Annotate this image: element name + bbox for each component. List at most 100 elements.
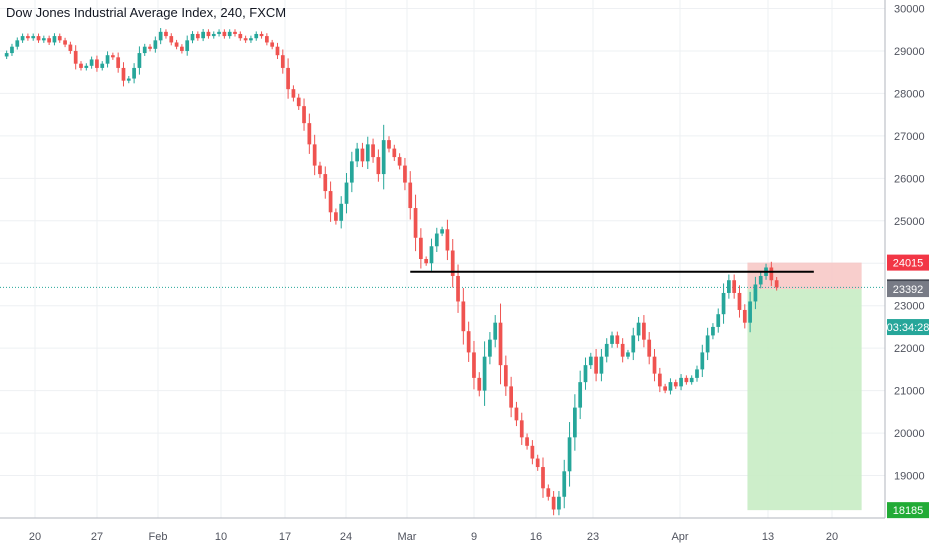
candle-body — [249, 38, 253, 41]
candle-body — [419, 237, 423, 259]
candle-body — [89, 59, 94, 66]
candle-body — [116, 57, 121, 68]
candle-body — [339, 203, 344, 221]
candle-body — [142, 46, 147, 54]
candle-body — [270, 42, 275, 47]
candle-body — [493, 322, 498, 340]
candle-body — [180, 46, 184, 51]
candle-body — [482, 356, 487, 391]
candle-body — [4, 53, 9, 57]
candle-body — [588, 356, 593, 366]
candle-body — [222, 31, 227, 37]
candle-body — [185, 40, 190, 51]
candle-body — [387, 140, 391, 149]
candle-body — [652, 356, 657, 374]
candle-body — [132, 67, 136, 79]
candle-body — [774, 280, 779, 288]
candle-body — [509, 386, 513, 408]
candle-body — [381, 140, 386, 175]
candle-body — [599, 356, 604, 374]
candle-body — [413, 208, 418, 238]
candle-body — [673, 382, 678, 387]
candle-body — [153, 40, 158, 49]
candle-body — [408, 182, 413, 209]
candle-body — [15, 40, 20, 47]
y-tick-label: 23000 — [894, 301, 925, 313]
candle-body — [498, 322, 503, 366]
candle-body — [307, 123, 312, 145]
candle-body — [567, 437, 572, 472]
candle-body — [318, 165, 322, 175]
candle-body — [546, 488, 551, 497]
candle-body — [68, 44, 73, 51]
take-profit-zone — [747, 289, 862, 511]
candle-body — [642, 322, 646, 340]
candle-body — [397, 157, 402, 166]
candle-body — [689, 377, 694, 383]
candle-body — [265, 36, 269, 43]
candle-body — [519, 420, 524, 438]
candle-body — [111, 55, 115, 58]
x-tick-label: 23 — [587, 531, 599, 543]
y-tick-label: 22000 — [894, 343, 925, 355]
candle-body — [52, 36, 57, 43]
candle-body — [57, 36, 62, 41]
candle-body — [727, 280, 731, 293]
candle-body — [169, 36, 174, 43]
candle-body — [211, 33, 216, 37]
candle-body — [392, 148, 397, 158]
y-tick-label: 21000 — [894, 386, 925, 398]
candle-body — [456, 275, 460, 302]
countdown-badge: 03:34:28 — [887, 322, 930, 334]
candle-body — [349, 161, 354, 183]
candle-body — [721, 292, 726, 315]
candle-body — [201, 31, 205, 39]
candle-body — [758, 275, 763, 285]
candle-body — [227, 31, 232, 37]
candle-body — [100, 63, 105, 68]
candle-body — [195, 33, 200, 39]
candle-body — [429, 246, 434, 264]
x-tick-label: 20 — [826, 531, 838, 543]
x-tick-label: Feb — [149, 531, 168, 543]
candle-body — [551, 496, 556, 510]
x-tick-label: 20 — [29, 531, 41, 543]
candle-body — [376, 157, 381, 175]
candle-body — [275, 46, 280, 56]
x-tick-label: Mar — [398, 531, 417, 543]
candle-body — [121, 67, 126, 81]
candle-body — [137, 53, 142, 68]
candle-body — [158, 31, 163, 41]
candle-body — [472, 352, 476, 378]
candle-body — [47, 38, 51, 43]
candle-body — [583, 365, 588, 383]
candle-body — [488, 339, 492, 357]
candle-body — [286, 67, 290, 90]
candle-body — [647, 339, 652, 357]
x-tick-label: 10 — [215, 531, 227, 543]
candle-body — [636, 322, 641, 336]
candle-body — [41, 38, 46, 41]
candle-body — [36, 36, 41, 41]
candle-body — [732, 280, 737, 293]
x-tick-label: 13 — [762, 531, 774, 543]
candle-body — [541, 467, 545, 489]
candle-body — [557, 496, 561, 510]
candle-body — [174, 42, 179, 47]
y-tick-label: 30000 — [894, 3, 925, 15]
candle-body — [371, 144, 375, 158]
candle-body — [73, 50, 78, 64]
candle-body — [573, 407, 577, 438]
candle-body — [684, 377, 689, 383]
candle-body — [679, 377, 683, 387]
y-tick-label: 28000 — [894, 88, 925, 100]
candle-body — [105, 55, 110, 64]
candle-body — [716, 314, 721, 327]
candle-body — [424, 259, 429, 264]
candle-body — [594, 356, 598, 374]
candle-body — [84, 65, 89, 68]
candle-body — [434, 233, 439, 247]
candle-body — [445, 229, 450, 251]
candle-body — [243, 38, 248, 41]
candle-body — [578, 382, 583, 408]
